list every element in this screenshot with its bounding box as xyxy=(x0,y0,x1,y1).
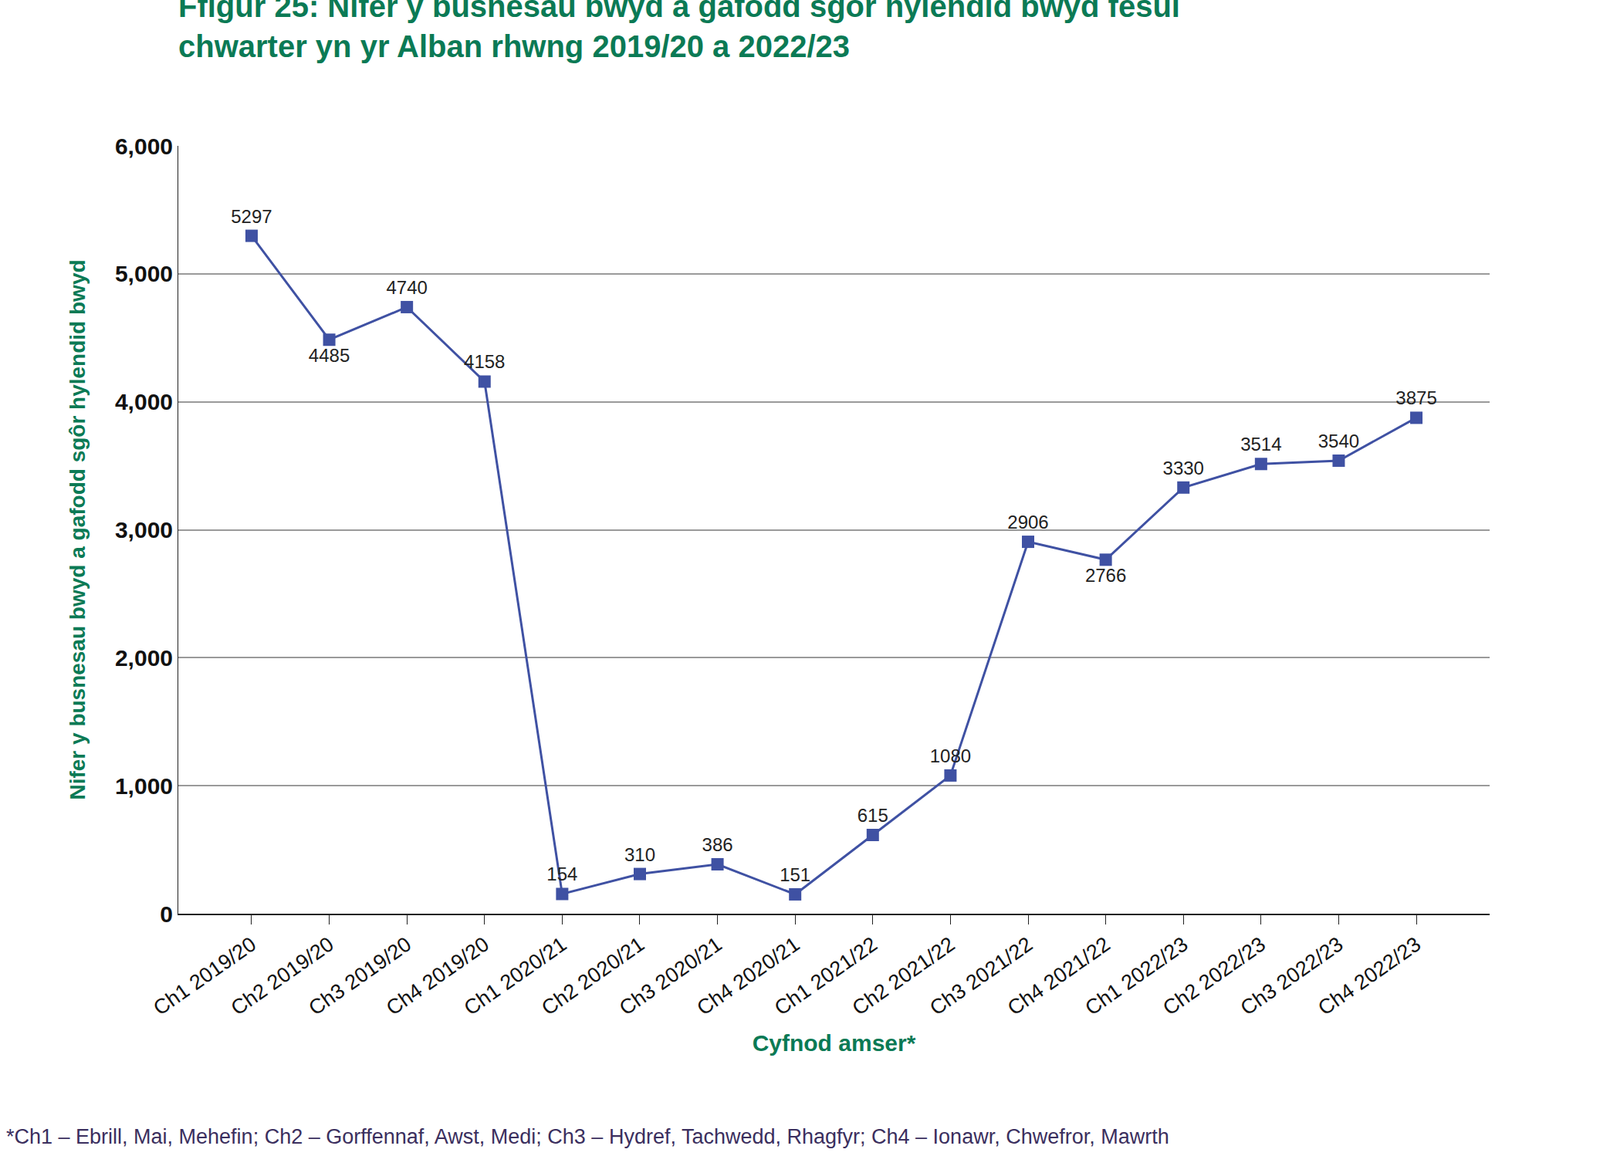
svg-text:310: 310 xyxy=(624,844,656,866)
svg-text:Ch1 2020/21: Ch1 2020/21 xyxy=(460,932,572,1020)
svg-text:3330: 3330 xyxy=(1163,457,1205,479)
svg-text:Ch2 2020/21: Ch2 2020/21 xyxy=(537,932,649,1020)
svg-text:3875: 3875 xyxy=(1395,387,1437,409)
svg-text:Ch4 2019/20: Ch4 2019/20 xyxy=(382,932,494,1020)
svg-text:4,000: 4,000 xyxy=(115,389,173,415)
svg-text:4740: 4740 xyxy=(385,277,427,298)
svg-text:151: 151 xyxy=(779,864,811,886)
svg-text:0: 0 xyxy=(159,901,173,927)
svg-text:Nifer y busnesau bwyd a gafodd: Nifer y busnesau bwyd a gafodd sgôr hyle… xyxy=(65,259,90,800)
svg-text:6,000: 6,000 xyxy=(115,133,173,159)
svg-text:3514: 3514 xyxy=(1240,433,1282,455)
svg-text:2906: 2906 xyxy=(1007,511,1049,533)
svg-text:3540: 3540 xyxy=(1318,430,1360,452)
svg-text:Ch2 2021/22: Ch2 2021/22 xyxy=(848,932,960,1020)
svg-text:Ch4 2020/21: Ch4 2020/21 xyxy=(693,932,805,1020)
svg-text:Cyfnod amser*: Cyfnod amser* xyxy=(752,1030,917,1056)
svg-text:5,000: 5,000 xyxy=(115,260,173,287)
svg-text:4158: 4158 xyxy=(463,351,505,373)
svg-text:Ch4 2021/22: Ch4 2021/22 xyxy=(1003,932,1115,1020)
svg-text:386: 386 xyxy=(702,834,734,856)
svg-text:4485: 4485 xyxy=(308,345,350,366)
svg-text:615: 615 xyxy=(857,805,889,826)
svg-text:Ch3 2020/21: Ch3 2020/21 xyxy=(615,932,727,1020)
svg-text:154: 154 xyxy=(546,863,578,885)
svg-text:Ch3 2021/22: Ch3 2021/22 xyxy=(925,932,1037,1020)
svg-text:Ch4 2022/23: Ch4 2022/23 xyxy=(1313,932,1425,1020)
svg-text:Ch1 2019/20: Ch1 2019/20 xyxy=(148,932,261,1020)
svg-text:Ch2 2022/23: Ch2 2022/23 xyxy=(1158,932,1270,1020)
svg-text:Ch1 2022/23: Ch1 2022/23 xyxy=(1081,932,1193,1020)
svg-text:2766: 2766 xyxy=(1085,564,1127,586)
svg-text:Ch3 2019/20: Ch3 2019/20 xyxy=(304,932,416,1020)
svg-text:5297: 5297 xyxy=(230,206,272,227)
svg-text:2,000: 2,000 xyxy=(115,645,173,671)
svg-text:Ch3 2022/23: Ch3 2022/23 xyxy=(1236,932,1348,1020)
svg-text:Ch2 2019/20: Ch2 2019/20 xyxy=(226,932,339,1020)
svg-text:3,000: 3,000 xyxy=(115,517,173,543)
svg-text:1080: 1080 xyxy=(930,745,971,767)
svg-text:*Ch1 – Ebrill, Mai, Mehefin; C: *Ch1 – Ebrill, Mai, Mehefin; Ch2 – Gorff… xyxy=(6,1125,1170,1149)
svg-text:Ch1 2021/22: Ch1 2021/22 xyxy=(770,932,882,1020)
svg-text:Ffigur 25: Nifer y busnesau bw: Ffigur 25: Nifer y busnesau bwyd a gafod… xyxy=(178,0,1181,64)
svg-text:1,000: 1,000 xyxy=(115,773,173,799)
